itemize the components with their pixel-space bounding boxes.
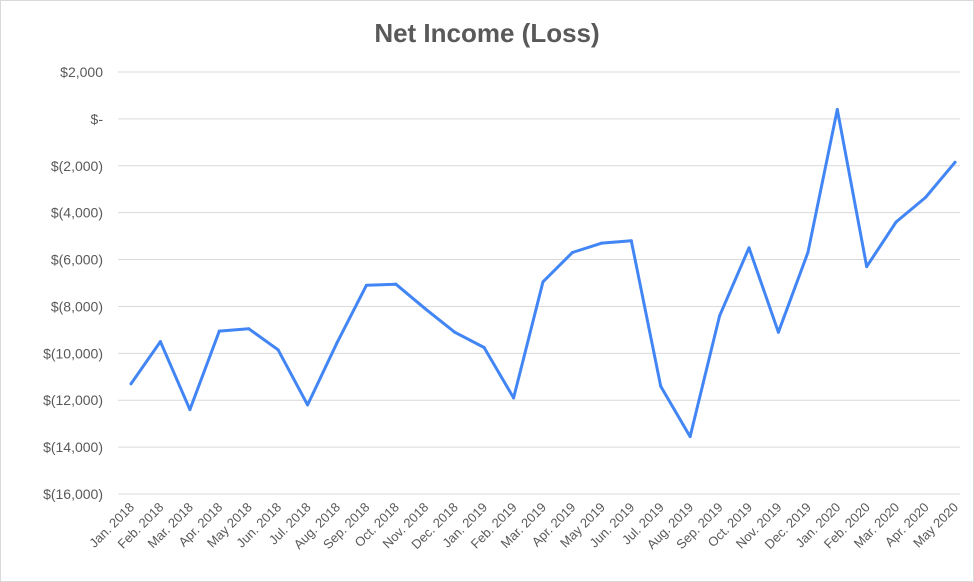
data-point [659, 384, 663, 388]
data-point [718, 314, 722, 318]
data-point [600, 241, 604, 245]
data-point [364, 283, 368, 287]
data-point [776, 330, 780, 334]
data-point [188, 408, 192, 412]
y-tick-label: $(10,000) [43, 345, 103, 361]
data-point [541, 280, 545, 284]
data-point [423, 307, 427, 311]
y-tick-label: $(2,000) [51, 158, 103, 174]
data-point [512, 396, 516, 400]
data-point [247, 327, 251, 331]
data-point [482, 345, 486, 349]
data-point [629, 239, 633, 243]
y-tick-label: $2,000 [60, 64, 103, 80]
y-tick-label: $(16,000) [43, 486, 103, 502]
data-point [747, 246, 751, 250]
data-point [394, 282, 398, 286]
data-point [835, 108, 839, 112]
data-point [688, 435, 692, 439]
data-point [806, 251, 810, 255]
data-point [129, 382, 133, 386]
y-tick-label: $(6,000) [51, 252, 103, 268]
data-point [335, 341, 339, 345]
data-point [306, 403, 310, 407]
data-point [865, 265, 869, 269]
data-point [453, 330, 457, 334]
data-point [217, 329, 221, 333]
series-group [129, 108, 957, 439]
data-point [158, 340, 162, 344]
data-point [953, 160, 957, 164]
y-tick-label: $(12,000) [43, 392, 103, 408]
series-line [129, 108, 957, 439]
gridlines [118, 71, 960, 495]
data-point [570, 251, 574, 255]
data-point [894, 220, 898, 224]
y-tick-label: $- [91, 111, 104, 127]
y-tick-label: $(14,000) [43, 439, 103, 455]
data-point [276, 348, 280, 352]
y-axis-ticks: $2,000 $- $(2,000) $(4,000) $(6,000) $(8,000)… [43, 64, 103, 502]
y-tick-label: $(8,000) [51, 298, 103, 314]
data-point [924, 195, 928, 199]
chart-title: Net Income (Loss) [374, 18, 600, 48]
y-tick-label: $(4,000) [51, 205, 103, 221]
